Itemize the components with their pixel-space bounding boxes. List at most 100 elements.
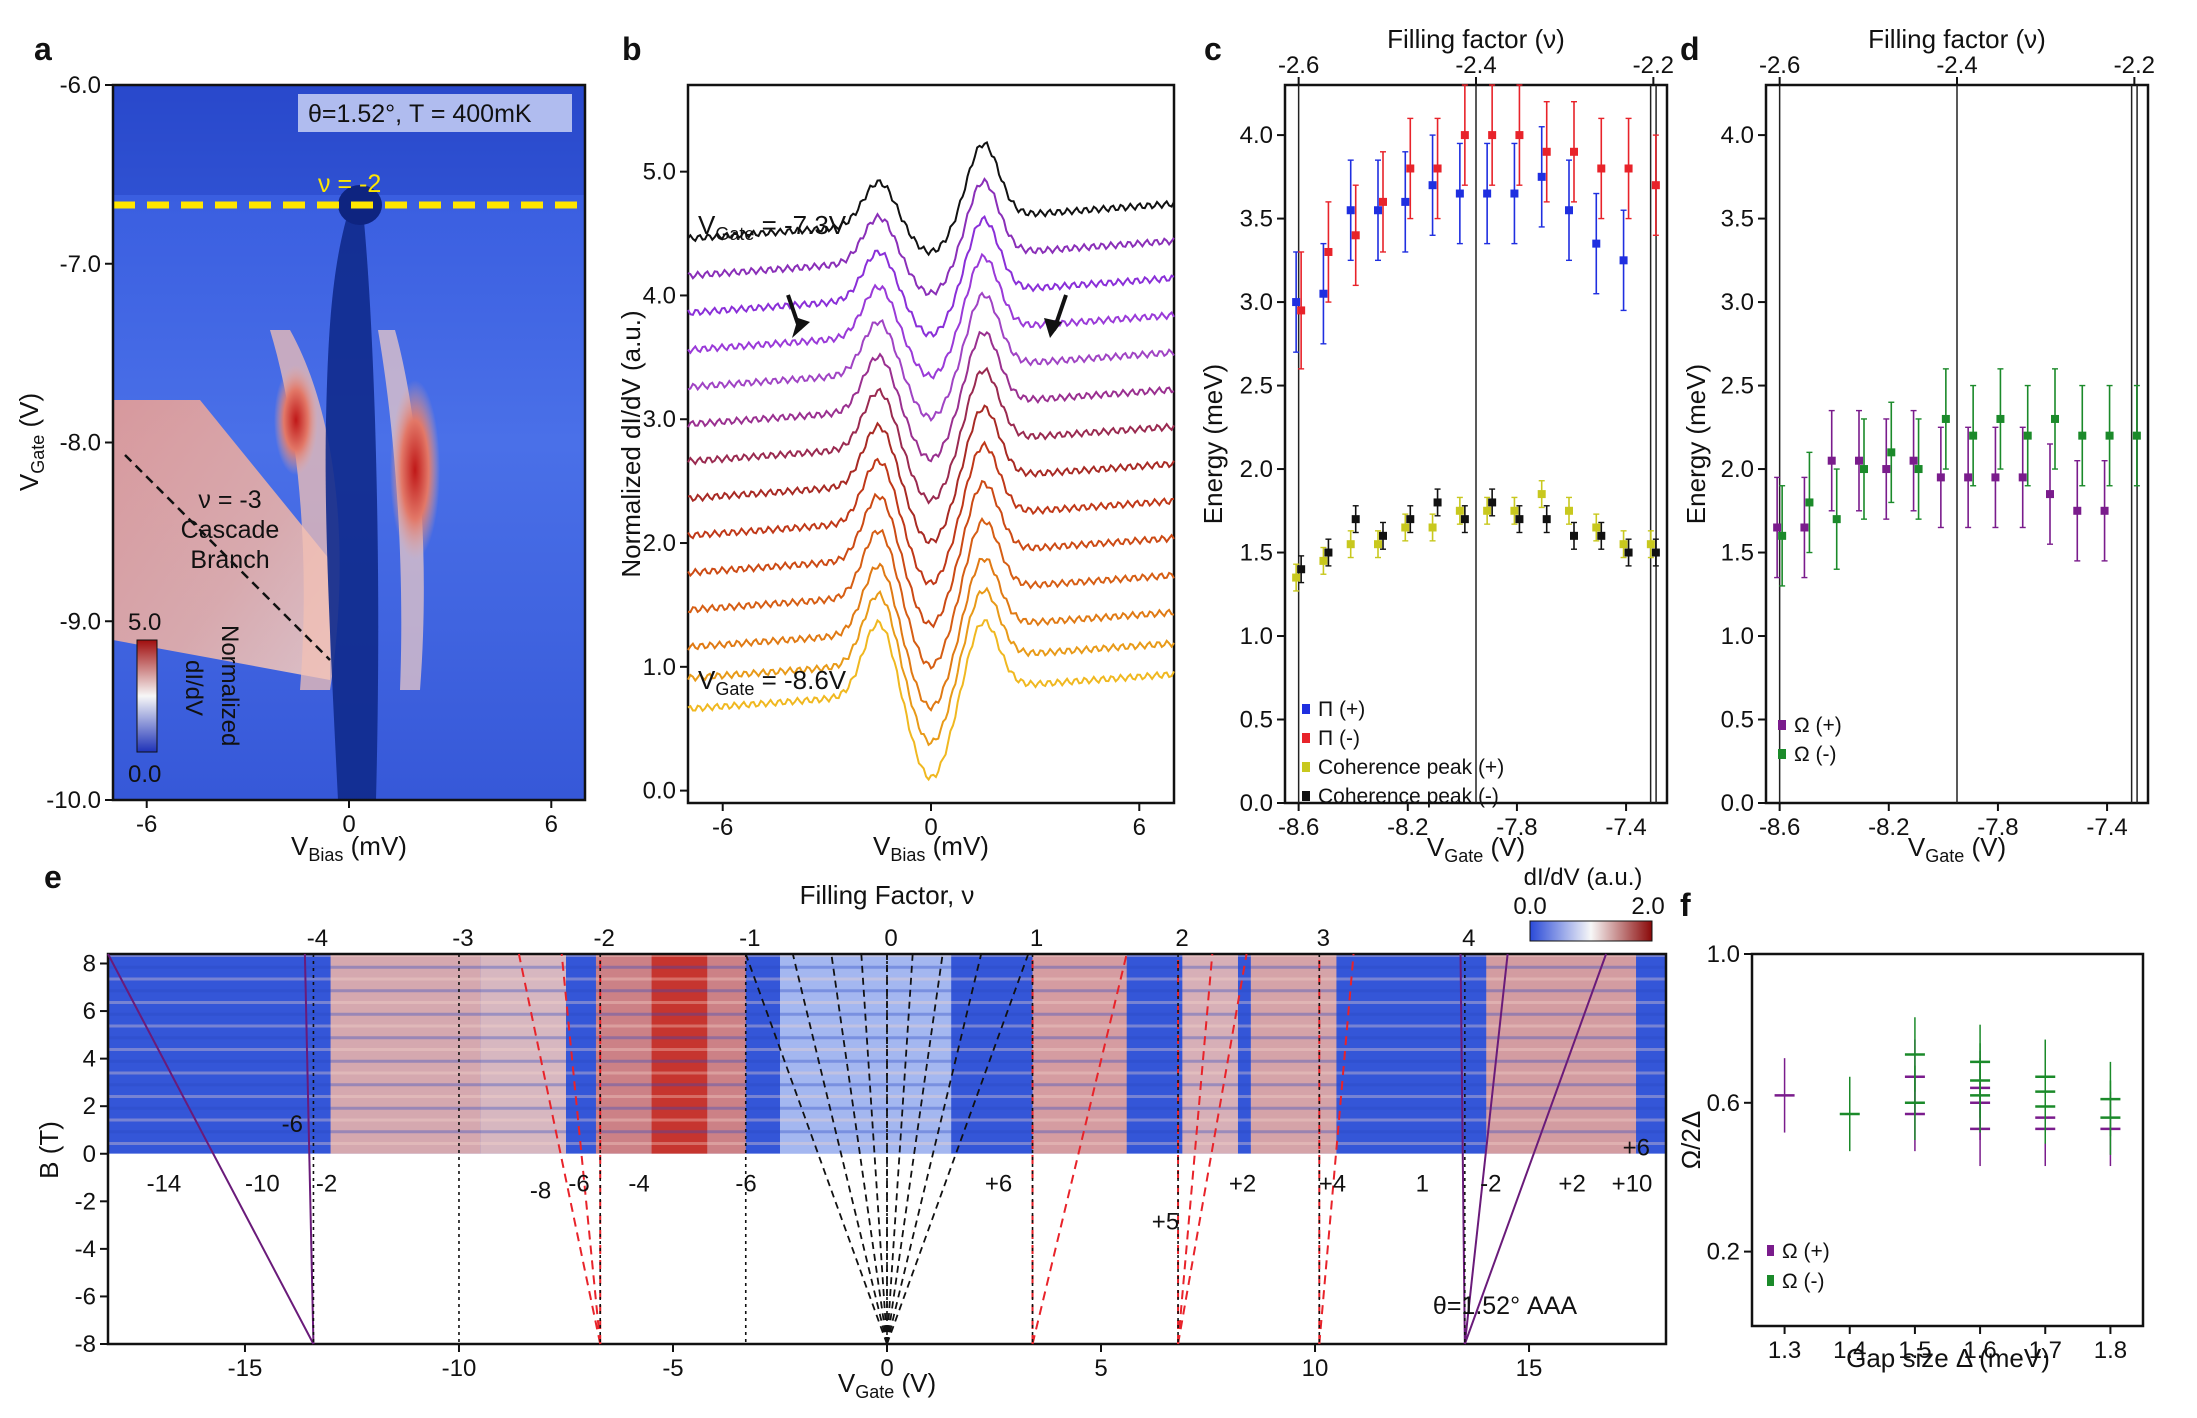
panel-d-marks: -2.6 -2.4 -2.2 -8.6 -8.2 -7.8 -7.4 0.0 0.5 1.0 1.5…	[1721, 52, 2155, 841]
y-tick-label: 0.5	[1721, 707, 1754, 734]
point	[1510, 506, 1519, 515]
panel-b-bottom-label: VGate = -8.6V	[698, 665, 847, 699]
point	[1597, 531, 1606, 540]
top-tick-label: -2.6	[1278, 52, 1319, 79]
y-tick-label: 2.5	[1721, 373, 1754, 400]
point	[1319, 289, 1328, 298]
point	[1406, 515, 1415, 524]
filling-tick-label: -3	[452, 925, 473, 952]
fan-label: -6	[735, 1170, 756, 1197]
fan-line-black	[860, 953, 888, 1345]
y-tick-label: 3.0	[1240, 289, 1273, 316]
point	[1860, 465, 1868, 474]
heatmap-region	[1182, 954, 1238, 1154]
panel-label-e: e	[44, 859, 62, 895]
trace--7.8	[687, 330, 1175, 463]
point	[1455, 506, 1464, 515]
panel-e-fan-lines	[107, 953, 1608, 1345]
x-tick-label: 1.6	[1963, 1337, 1996, 1364]
point	[1619, 256, 1628, 265]
fan-line-black	[886, 953, 944, 1345]
y-tick-label: 1.5	[1240, 540, 1273, 567]
panel-b-linechart: -6 0 6 0.0 1.0 2.0 3.0 4.0 5.0 VGate = -7.3V VGa…	[616, 83, 1176, 865]
panel-e-colorbar-min: 0.0	[1513, 893, 1546, 920]
panel-e-colorbar-label: dI/dV (a.u.)	[1524, 864, 1643, 891]
colorbar-max-label: 5.0	[128, 609, 161, 636]
top-tick-label: -2.4	[1455, 52, 1496, 79]
point	[2046, 490, 2054, 499]
fan-label: +6	[1623, 1135, 1650, 1162]
panel-e-xlabel: VGate (V)	[838, 1368, 936, 1402]
point	[1346, 540, 1355, 549]
point	[1887, 448, 1896, 457]
y-tick-label: 3.5	[1721, 206, 1754, 233]
fan-line-black	[830, 953, 888, 1345]
panel-b-ticks: -6 0 6 0.0 1.0 2.0 3.0 4.0 5.0	[643, 159, 1146, 841]
point	[1488, 131, 1497, 140]
y-tick-label: -9.0	[60, 608, 101, 635]
point	[2073, 506, 2082, 515]
point	[1991, 473, 2000, 482]
panel-a-colorbar	[136, 639, 158, 753]
heatmap-region	[480, 954, 566, 1154]
fan-label: +2	[1558, 1170, 1585, 1197]
x-tick-label: 0	[880, 1355, 893, 1382]
fan-label: +4	[1319, 1170, 1346, 1197]
point	[1592, 523, 1601, 532]
panel-c-scatter: -2.6 -2.4 -2.2 -8.6 -8.2 -7.8 -7.4 0.0 0.5 1.0 1.5…	[1198, 24, 1674, 866]
y-tick-label: 2.0	[643, 530, 676, 557]
legend-label: Ω (+)	[1782, 1240, 1830, 1263]
point	[1800, 523, 1809, 532]
y-tick-label: -6	[75, 1283, 96, 1310]
point	[2078, 431, 2087, 440]
point	[1428, 181, 1437, 190]
y-tick-label: -6.0	[60, 72, 101, 99]
point	[1941, 414, 1950, 423]
fan-label: +5	[1152, 1208, 1179, 1235]
panel-b-ylabel: Normalized dI/dV (a.u.)	[616, 310, 646, 577]
x-tick-label: -8.2	[1387, 814, 1428, 841]
heatmap-row	[108, 1118, 1666, 1122]
y-tick-label: 0.2	[1707, 1239, 1740, 1266]
x-tick-label: 1.3	[1768, 1337, 1801, 1364]
y-tick-label: 0.0	[643, 778, 676, 805]
branch-label-line2: Cascade	[181, 516, 280, 544]
x-tick-label: 6	[1133, 814, 1146, 841]
point	[1292, 573, 1301, 582]
trace--8.6	[687, 618, 1175, 782]
point	[1909, 456, 1918, 465]
filling-tick-label: 1	[1030, 925, 1043, 952]
y-tick-label: -4	[75, 1236, 96, 1263]
right-hotspot	[390, 380, 440, 560]
legend-label: Ω (-)	[1794, 743, 1837, 766]
y-tick-label: 6	[83, 998, 96, 1025]
panel-e-annotation: θ=1.52° AAA	[1433, 1292, 1577, 1320]
trace--7.3	[687, 141, 1175, 257]
y-tick-label: 5.0	[643, 159, 676, 186]
point	[1619, 540, 1628, 549]
point	[1401, 197, 1410, 206]
point	[1570, 147, 1578, 156]
y-tick-label: 3.0	[643, 406, 676, 433]
y-tick-label: 0.5	[1240, 707, 1273, 734]
point	[1624, 548, 1633, 557]
y-tick-label: 4.0	[1721, 122, 1754, 149]
x-tick-label: 15	[1516, 1355, 1543, 1382]
arrow-right	[1044, 294, 1068, 338]
heatmap-row	[108, 1083, 1666, 1087]
panel-b-top-label: VGate = -7.3V	[698, 210, 847, 244]
top-tick-label: -2.2	[2114, 52, 2155, 79]
point	[1346, 206, 1355, 215]
x-tick-label: -10	[442, 1355, 477, 1382]
point	[1351, 231, 1360, 240]
point	[2018, 473, 2027, 482]
x-tick-label: 1.8	[2094, 1337, 2127, 1364]
x-tick-label: 10	[1302, 1355, 1329, 1382]
fan-line-red	[517, 953, 602, 1345]
nu-line-label: ν = -2	[318, 170, 381, 198]
point	[1855, 456, 1863, 465]
fan-line-black	[791, 953, 888, 1345]
panel-c-legend: Π (+) Π (-) Coherence peak (+) Coherence pe…	[1302, 698, 1504, 808]
point	[1319, 556, 1328, 565]
point	[1515, 515, 1524, 524]
